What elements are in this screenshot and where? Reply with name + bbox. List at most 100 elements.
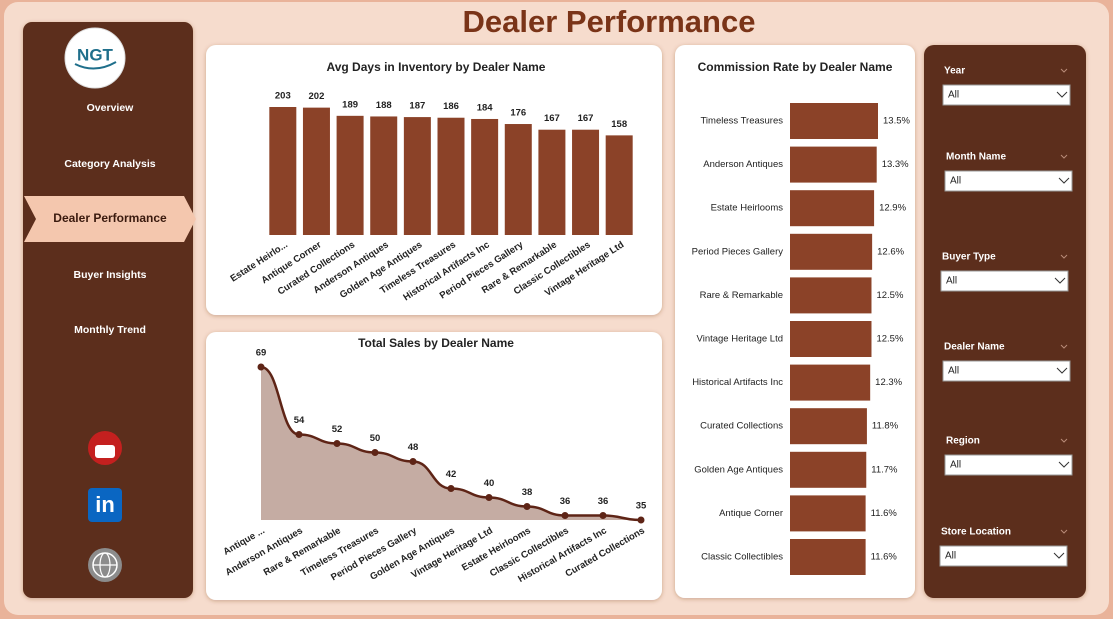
filter-dropdown[interactable] bbox=[944, 454, 1073, 476]
bar bbox=[504, 124, 532, 235]
filter-label: Region bbox=[946, 436, 980, 447]
filter-panel bbox=[924, 45, 1086, 598]
y-tick-label: Classic Collectibles bbox=[701, 552, 783, 563]
data-label: 13.5% bbox=[883, 116, 910, 127]
nav-item[interactable]: Overview bbox=[87, 102, 135, 114]
filter-value: All bbox=[948, 366, 959, 377]
bar bbox=[269, 107, 297, 235]
dropdown-chevron bbox=[1058, 461, 1070, 468]
filter-value: All bbox=[945, 551, 956, 562]
bar bbox=[790, 190, 875, 227]
data-label: 11.8% bbox=[872, 421, 899, 432]
filter-label: Dealer Name bbox=[944, 342, 1005, 353]
data-label: 158 bbox=[611, 119, 627, 130]
data-label: 203 bbox=[275, 91, 291, 102]
point bbox=[295, 431, 303, 438]
nav-item[interactable]: Buyer Insights bbox=[74, 269, 147, 281]
data-label: 187 bbox=[409, 101, 425, 112]
filter-label: Year bbox=[944, 66, 965, 77]
y-tick-label: Period Pieces Gallery bbox=[692, 246, 784, 257]
filter-dropdown[interactable] bbox=[942, 360, 1071, 382]
filter-value: All bbox=[950, 460, 961, 471]
bar bbox=[538, 129, 566, 235]
data-label: 13.3% bbox=[882, 159, 909, 170]
nav-item[interactable]: Monthly Trend bbox=[74, 324, 146, 336]
bar bbox=[790, 408, 867, 445]
area bbox=[261, 367, 641, 520]
filter-dropdown[interactable] bbox=[944, 170, 1073, 192]
data-label: 189 bbox=[342, 99, 358, 110]
data-label: 188 bbox=[376, 100, 392, 111]
data-label: 36 bbox=[598, 496, 609, 507]
data-label: 54 bbox=[294, 415, 305, 426]
data-label: 40 bbox=[484, 478, 495, 489]
y-tick-label: Historical Artifacts Inc bbox=[692, 377, 783, 388]
data-label: 184 bbox=[477, 102, 494, 113]
logo-swoosh bbox=[74, 61, 117, 70]
point bbox=[561, 512, 569, 519]
bar bbox=[790, 539, 866, 575]
bar bbox=[471, 118, 499, 235]
y-tick-label: Timeless Treasures bbox=[700, 116, 783, 127]
data-label: 12.9% bbox=[879, 203, 906, 214]
bar bbox=[370, 116, 398, 235]
filter-value: All bbox=[948, 90, 959, 101]
point bbox=[447, 485, 455, 492]
bar bbox=[790, 495, 866, 532]
linkedin-text: in bbox=[95, 492, 115, 517]
bar bbox=[572, 129, 600, 235]
filter-value: All bbox=[950, 176, 961, 187]
data-label: 12.3% bbox=[875, 377, 902, 388]
data-label: 11.7% bbox=[871, 464, 898, 475]
dropdown-chevron bbox=[1053, 552, 1065, 559]
bar bbox=[403, 117, 431, 235]
content: Overview Category Analysis Dealer Performa… bbox=[53, 60, 1073, 585]
data-label: 38 bbox=[522, 487, 533, 498]
nav-item[interactable]: Dealer Performance bbox=[53, 211, 167, 225]
bar bbox=[790, 146, 877, 183]
bar bbox=[790, 364, 871, 401]
line bbox=[260, 365, 642, 522]
dropdown-chevron bbox=[1056, 367, 1068, 374]
data-label: 50 bbox=[370, 433, 381, 444]
nav-active-bg bbox=[24, 196, 196, 242]
y-tick-label: Estate Heirlooms bbox=[711, 203, 784, 214]
data-label: 167 bbox=[544, 113, 560, 124]
page-title: Dealer Performance bbox=[463, 4, 756, 39]
linkedin-icon[interactable] bbox=[88, 488, 122, 522]
filter-collapse bbox=[1060, 68, 1068, 73]
filter-dropdown[interactable] bbox=[942, 84, 1071, 106]
point bbox=[257, 363, 265, 371]
bar bbox=[790, 103, 878, 139]
point bbox=[333, 440, 341, 447]
data-label: 36 bbox=[560, 496, 571, 507]
data-label: 42 bbox=[446, 469, 457, 480]
bar bbox=[605, 135, 633, 235]
point bbox=[523, 503, 531, 510]
filter-collapse bbox=[1060, 154, 1068, 159]
y-tick-label: Anderson Antiques bbox=[703, 159, 783, 170]
bar bbox=[790, 233, 873, 270]
nav-item[interactable]: Category Analysis bbox=[64, 158, 155, 170]
y-tick-label: Curated Collections bbox=[700, 421, 783, 432]
data-label: 48 bbox=[408, 442, 419, 453]
y-tick-label: Rare & Remarkable bbox=[700, 290, 783, 301]
data-label: 186 bbox=[443, 101, 459, 112]
data-label: 52 bbox=[332, 424, 343, 435]
data-label: 11.6% bbox=[871, 508, 898, 519]
filter-dropdown[interactable] bbox=[940, 270, 1069, 292]
bar bbox=[302, 107, 330, 235]
chart-title: Commission Rate by Dealer Name bbox=[698, 60, 893, 74]
logo bbox=[64, 27, 126, 89]
data-label: 69 bbox=[256, 348, 267, 359]
point bbox=[485, 494, 493, 501]
filter-label: Month Name bbox=[946, 152, 1006, 163]
y-tick-label: Antique Corner bbox=[719, 508, 783, 519]
filter-label: Buyer Type bbox=[942, 252, 996, 263]
data-label: 12.5% bbox=[876, 290, 903, 301]
logo-text: NGT bbox=[77, 45, 114, 64]
filter-dropdown[interactable] bbox=[939, 545, 1068, 567]
bar bbox=[790, 277, 872, 314]
